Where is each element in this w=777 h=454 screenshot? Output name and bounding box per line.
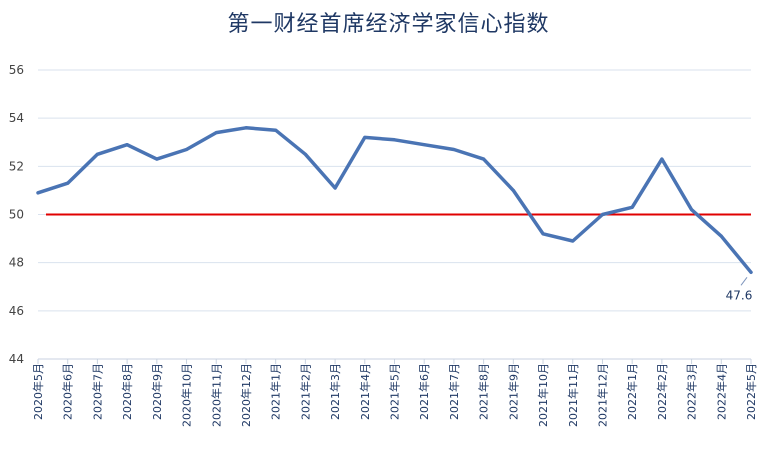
data-point: [274, 128, 278, 132]
x-tick-label: 2021年11月: [566, 363, 580, 427]
x-tick-label: 2021年10月: [536, 363, 550, 427]
data-point: [690, 208, 694, 212]
x-tick-label: 2021年3月: [328, 363, 342, 420]
data-point: [66, 181, 70, 185]
data-point: [36, 191, 40, 195]
x-tick-label: 2020年9月: [150, 363, 164, 420]
chart-title: 第一财经首席经济学家信心指数: [227, 12, 550, 37]
x-tick-label: 2022年5月: [744, 363, 758, 420]
data-point: [363, 135, 367, 139]
x-tick-label: 2021年12月: [595, 363, 609, 427]
data-point: [511, 188, 515, 192]
data-label-leader: [740, 276, 748, 286]
y-tick-label: 44: [9, 352, 24, 366]
data-point: [125, 143, 129, 147]
data-point: [393, 138, 396, 142]
data-point: [719, 234, 723, 238]
x-tick-label: 2021年6月: [417, 363, 431, 420]
data-label: 47.6: [726, 288, 753, 302]
data-point: [630, 205, 634, 209]
x-tick-label: 2021年4月: [358, 363, 372, 420]
data-point: [749, 270, 753, 274]
data-point: [422, 143, 426, 147]
data-point: [95, 152, 99, 156]
x-tick-label: 2020年10月: [180, 363, 194, 427]
x-tick-label: 2021年1月: [269, 363, 283, 420]
data-point: [600, 213, 604, 216]
x-tick-label: 2020年7月: [90, 363, 104, 420]
x-tick-label: 2020年8月: [120, 363, 134, 420]
x-tick-label: 2020年6月: [61, 363, 75, 420]
x-tick-label: 2020年11月: [209, 363, 223, 427]
data-point: [482, 157, 486, 161]
x-tick-label: 2020年12月: [239, 363, 253, 427]
x-tick-label: 2022年4月: [714, 363, 728, 420]
data-label-layer: 47.6: [726, 276, 753, 302]
data-point: [155, 157, 159, 161]
y-tick-label: 54: [9, 111, 24, 125]
series-layer: [36, 126, 753, 275]
y-tick-label: 52: [9, 159, 24, 173]
x-tick-labels: 2020年5月 2020年6月 2020年7月 2020年8月 2020年9月 2020年…: [31, 363, 758, 427]
data-point: [660, 157, 664, 161]
x-tick-label: 2021年7月: [447, 363, 461, 420]
y-tick-label: 56: [9, 63, 24, 77]
data-point: [244, 126, 248, 130]
y-tick-labels: 44 46 48 50 52 54 56: [9, 63, 24, 366]
data-point: [571, 239, 575, 243]
x-tick-label: 2021年5月: [388, 363, 402, 420]
y-tick-label: 48: [9, 256, 24, 270]
data-point: [303, 152, 307, 156]
x-tick-label: 2021年2月: [298, 363, 312, 420]
x-tick-label: 2021年8月: [477, 363, 491, 420]
x-tick-label: 2020年5月: [31, 363, 45, 420]
data-point: [541, 232, 545, 236]
x-tick-label: 2022年1月: [625, 363, 639, 420]
data-point: [214, 131, 218, 135]
y-tick-label: 46: [9, 304, 24, 318]
data-point: [185, 147, 189, 151]
data-point: [452, 147, 456, 151]
series-line-0: [36, 126, 753, 275]
x-tick-label: 2022年2月: [655, 363, 669, 420]
axes: [37, 358, 752, 364]
y-tick-label: 50: [9, 208, 24, 222]
x-tick-label: 2022年3月: [685, 363, 699, 420]
x-tick-label: 2021年9月: [506, 363, 520, 420]
data-point: [333, 186, 337, 190]
